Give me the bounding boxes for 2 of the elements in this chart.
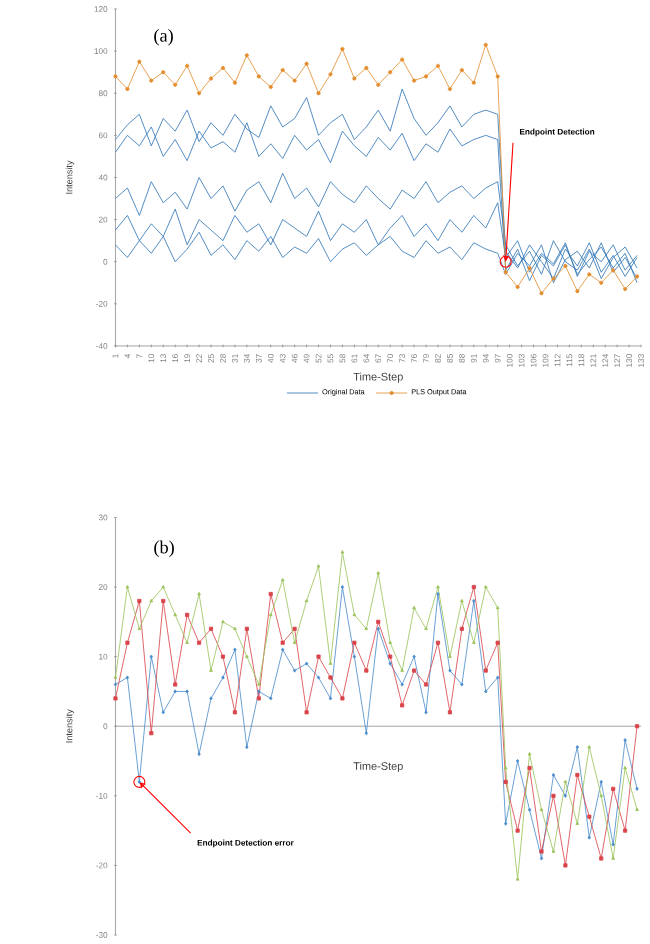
annotation: (b) xyxy=(154,540,174,558)
annotation: (a) xyxy=(154,28,173,46)
